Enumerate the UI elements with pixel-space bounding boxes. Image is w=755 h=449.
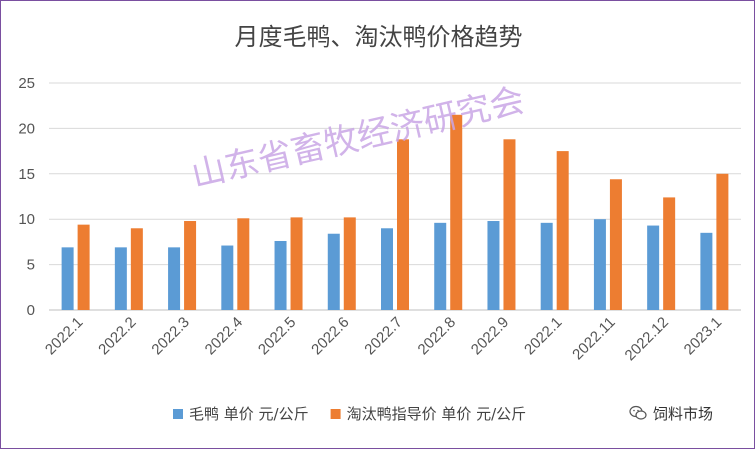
y-tick-label: 0 [27,302,35,319]
bar-taotaiya [290,217,303,310]
bar-maoya [647,225,660,310]
x-tick-label: 2022.6 [308,314,352,358]
bar-maoya [540,222,553,310]
y-tick-label: 25 [18,75,35,92]
gridlines [49,82,741,311]
bar-maoya [221,245,234,310]
bar-maoya [327,233,340,310]
bar-maoya [114,247,127,310]
x-tick-label: 2022.1 [42,314,86,358]
bar-taotaiya [237,218,250,310]
y-tick-label: 20 [18,120,35,137]
x-tick-label: 2022.7 [361,314,405,358]
bar-taotaiya [343,217,356,310]
brand-label: 饲料市场 [653,405,714,423]
bar-maoya [168,247,181,310]
bar-maoya [487,221,500,310]
bar-maoya [61,247,74,310]
legend-label: 毛鸭 单价 元/公斤 [189,405,309,423]
bar-maoya [381,228,393,310]
x-axis-ticks: 2022.1 2022.2 2022.3 2022.4 2022.5 2022.6 2022… [42,314,725,364]
brand-mark: 饲料市场 [629,403,713,424]
bar-taotaiya [450,114,463,310]
y-tick-label: 15 [18,166,35,183]
bar-taotaiya [609,179,622,310]
x-tick-label: 2022.11 [569,314,619,364]
x-tick-label: 2022.8 [415,314,459,358]
bar-taotaiya [716,173,729,310]
legend-swatch [173,409,183,419]
bar-maoya [593,219,606,310]
x-tick-label: 2022.1 [521,314,565,358]
y-tick-label: 5 [27,257,35,274]
bars [61,114,729,310]
bar-taotaiya [77,224,90,310]
x-tick-label: 2022.5 [255,314,299,358]
wechat-icon [629,405,647,420]
x-tick-label: 2022.4 [202,314,246,358]
x-tick-label: 2023.1 [681,314,725,358]
bar-taotaiya [663,197,676,310]
bar-taotaiya [184,221,197,310]
bar-taotaiya [130,228,143,310]
bar-maoya [700,232,713,310]
y-tick-label: 10 [18,211,35,228]
legend-swatch [330,409,341,419]
legend-label: 淘汰鸭指导价 单价 元/公斤 [347,405,527,423]
bar-maoya [274,240,287,310]
bar-maoya [434,222,447,310]
x-tick-label: 2022.3 [148,314,192,358]
legend: 毛鸭 单价 元/公斤 淘汰鸭指导价 单价 元/公斤 [173,405,526,423]
x-tick-label: 2022.12 [622,314,672,364]
bar-taotaiya [503,139,516,310]
x-tick-label: 2022.9 [468,314,512,358]
x-tick-label: 2022.2 [95,314,139,358]
bar-taotaiya [556,151,569,310]
y-axis-ticks: 0 5 10 15 20 25 [18,75,35,319]
chart-title: 月度毛鸭、淘汰鸭价格趋势 [234,23,523,51]
bar-taotaiya [397,139,409,310]
